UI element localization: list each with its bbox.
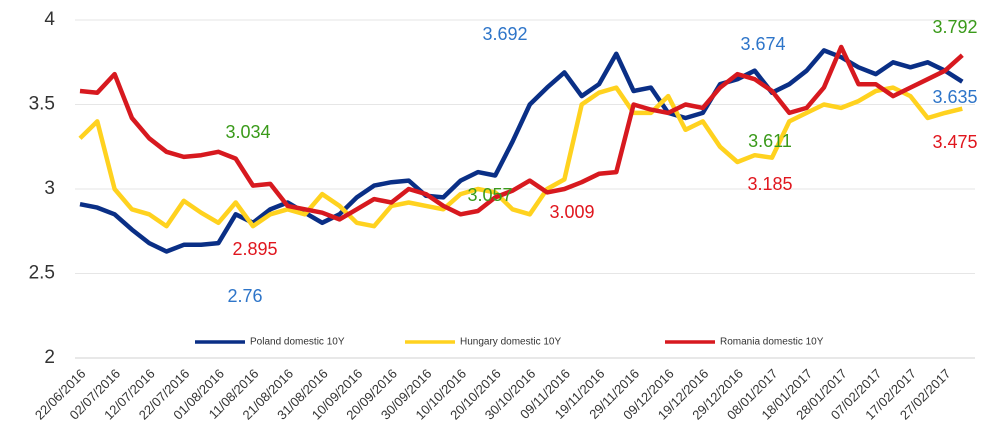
- legend-label: Hungary domestic 10Y: [460, 337, 561, 348]
- annotation: 3.185: [747, 174, 792, 194]
- annotation: 2.895: [232, 239, 277, 259]
- annotation: 3.692: [482, 24, 527, 44]
- annotation: 3.009: [549, 202, 594, 222]
- y-tick-label: 2.5: [29, 263, 55, 284]
- annotation: 2.76: [227, 286, 262, 306]
- series-line: [78, 85, 963, 229]
- annotation: 3.635: [932, 87, 977, 107]
- annotation: 3.611: [748, 131, 792, 151]
- series-line: [79, 48, 964, 254]
- y-tick-label: 2: [44, 347, 55, 368]
- annotation: 3.674: [740, 34, 785, 54]
- annotation: 3.792: [932, 17, 977, 37]
- annotation: 3.057: [467, 185, 512, 205]
- annotation: 3.475: [932, 132, 977, 152]
- annotation: 3.034: [225, 122, 270, 142]
- y-tick-label: 4: [44, 9, 55, 30]
- legend-label: Romania domestic 10Y: [720, 337, 824, 348]
- legend-label: Poland domestic 10Y: [250, 337, 345, 348]
- y-tick-label: 3.5: [29, 94, 55, 115]
- y-tick-label: 3: [44, 178, 55, 199]
- series-line: [79, 44, 964, 222]
